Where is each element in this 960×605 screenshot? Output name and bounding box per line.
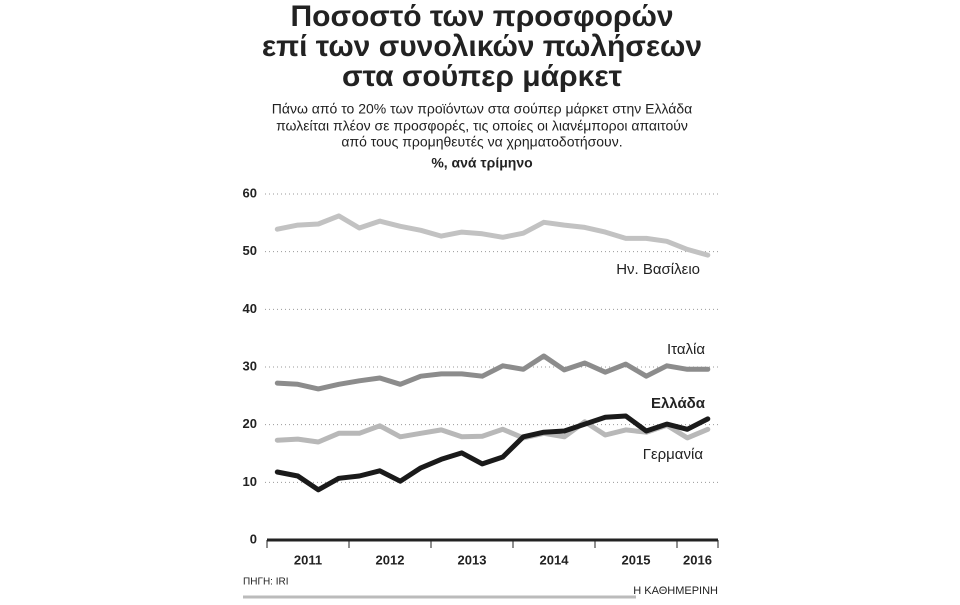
series-line (274, 413, 711, 493)
x-tick-label: 2012 (376, 552, 405, 567)
y-tick-label: 10 (243, 474, 257, 489)
chart-title: επί των συνολικών πωλήσεων (262, 30, 702, 63)
subtitle: από τους προμηθευτές να χρηματοδοτήσουν. (341, 134, 622, 150)
subtitle: Πάνω από το 20% των προϊόντων στα σούπερ… (272, 101, 693, 117)
publisher: Η ΚΑΘΗΜΕΡΙΝΗ (633, 585, 718, 597)
x-tick-label: 2013 (458, 552, 487, 567)
y-tick-label: 40 (243, 301, 257, 316)
x-tick-label: 2015 (622, 552, 651, 567)
series-label: Ην. Βασίλειο (616, 261, 700, 278)
x-tick-label: 2014 (540, 552, 570, 567)
series-line (274, 353, 711, 392)
x-tick-label: 2011 (294, 552, 322, 567)
series-line (274, 213, 711, 258)
series-label: Ελλάδα (651, 395, 706, 412)
source: ΠΗΓΗ: IRI (243, 577, 289, 588)
y-tick-label: 50 (243, 243, 257, 258)
x-tick-label: 2016 (683, 552, 712, 567)
series-label: Γερμανία (643, 446, 704, 463)
y-tick-label: 0 (250, 531, 257, 546)
y-tick-label: 20 (243, 416, 257, 431)
series-line (274, 419, 711, 445)
series-label: Ιταλία (667, 341, 705, 358)
y-tick-label: 60 (243, 185, 257, 200)
y-axis-label: %, ανά τρίμηνο (431, 155, 532, 171)
y-tick-label: 30 (243, 358, 257, 373)
chart-title: Ποσοστό των προσφορών (290, 0, 673, 33)
subtitle: πωλείται πλέον σε προσφορές, τις οποίες … (276, 118, 688, 134)
chart-title: στα σούπερ μάρκετ (342, 60, 622, 93)
